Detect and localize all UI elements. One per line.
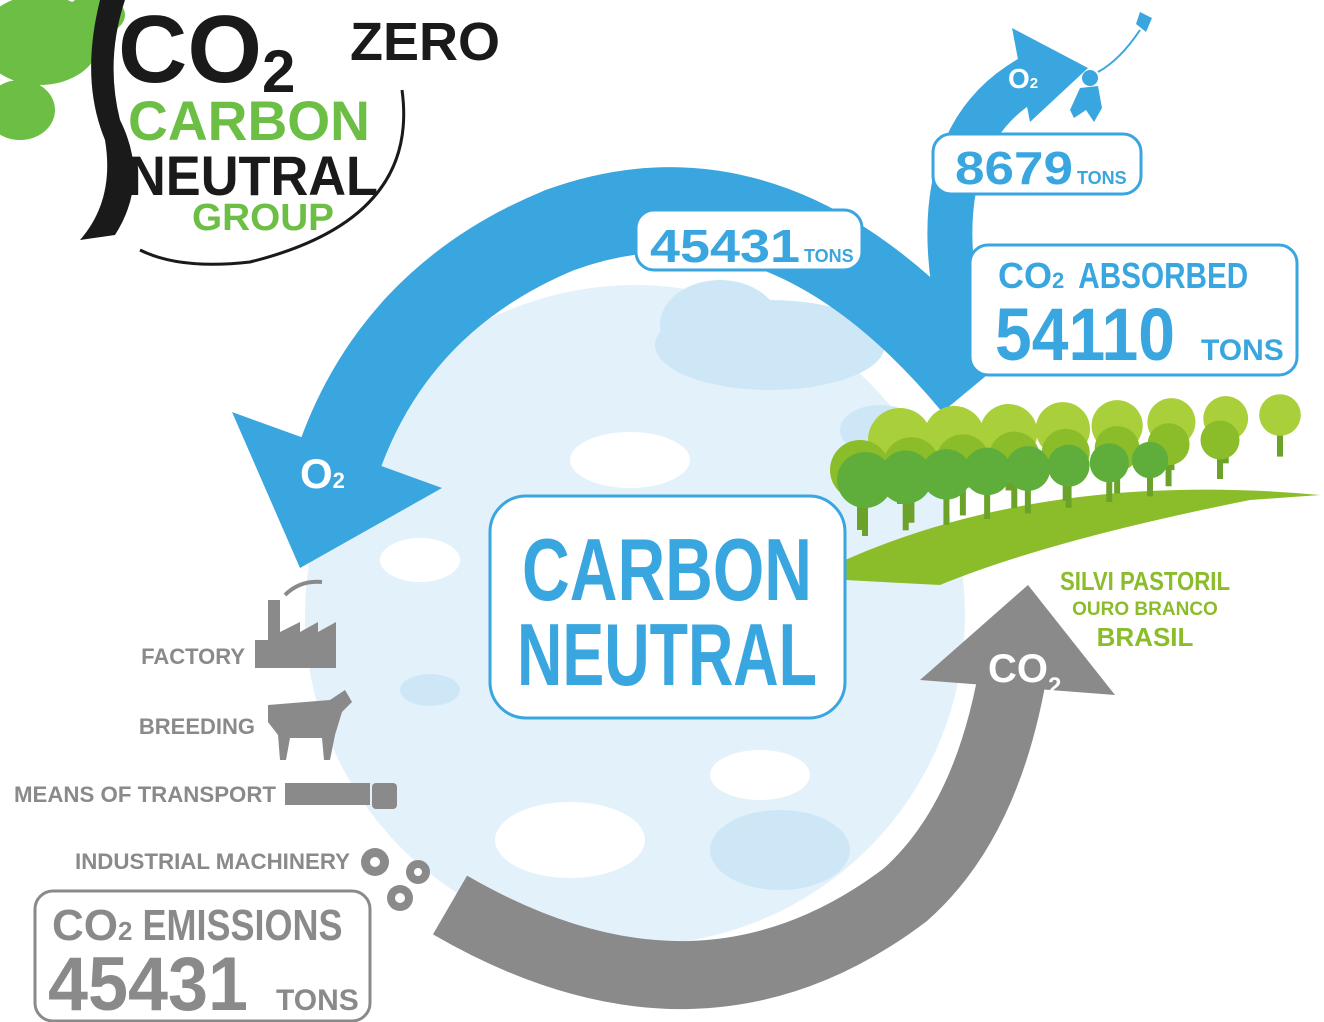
farm-country: BRASIL (1097, 622, 1194, 652)
unit: TONS (276, 984, 359, 1017)
co: CO (118, 0, 262, 103)
tree-crown (1048, 445, 1090, 487)
farm-place: OURO BRANCO (1072, 599, 1218, 620)
tree-crown (1132, 442, 1168, 478)
logo: CO2 ZERO CARBON NEUTRAL GROUP (0, 0, 500, 264)
tree-crown (1090, 443, 1129, 482)
logo-carbon: CARBON (128, 89, 370, 152)
sub: 2 (1048, 673, 1061, 700)
label: ABSORBED (1078, 255, 1248, 296)
unit: TONS (804, 246, 854, 266)
center-title: NEUTRAL (517, 605, 817, 704)
value: 45431 (650, 220, 800, 272)
co: CO (998, 255, 1052, 296)
absorbed-label: CO2 ABSORBED (998, 255, 1248, 296)
value: 8679 (955, 142, 1073, 194)
sub: 2 (1030, 75, 1038, 92)
sub: 2 (333, 468, 345, 493)
farm-name: SILVI PASTORIL (1060, 566, 1230, 596)
logo-group: GROUP (192, 197, 334, 239)
tree-crown (1005, 446, 1050, 491)
unit: TONS (1201, 334, 1284, 367)
source-label: MEANS OF TRANSPORT (14, 782, 277, 807)
value: 54110 (995, 293, 1175, 376)
tree-crown (1201, 421, 1240, 460)
source-label: FACTORY (141, 644, 245, 669)
page: O2 O2 8679TONS 45431TONS CO2ABSORBED 541… (0, 0, 1324, 1022)
co: CO (988, 647, 1048, 691)
sub: 2 (1052, 268, 1064, 293)
o: O (1008, 63, 1030, 94)
tree-crown (963, 448, 1011, 496)
source-label: BREEDING (139, 714, 255, 739)
value: 45431 (48, 942, 248, 1022)
logo-zero: ZERO (350, 12, 500, 72)
unit: TONS (1077, 168, 1127, 188)
o: O (300, 450, 333, 497)
tree-crown (1259, 394, 1301, 436)
infographic: O2 O2 8679TONS 45431TONS CO2ABSORBED 541… (0, 0, 1324, 1022)
source-label: INDUSTRIAL MACHINERY (75, 849, 350, 874)
